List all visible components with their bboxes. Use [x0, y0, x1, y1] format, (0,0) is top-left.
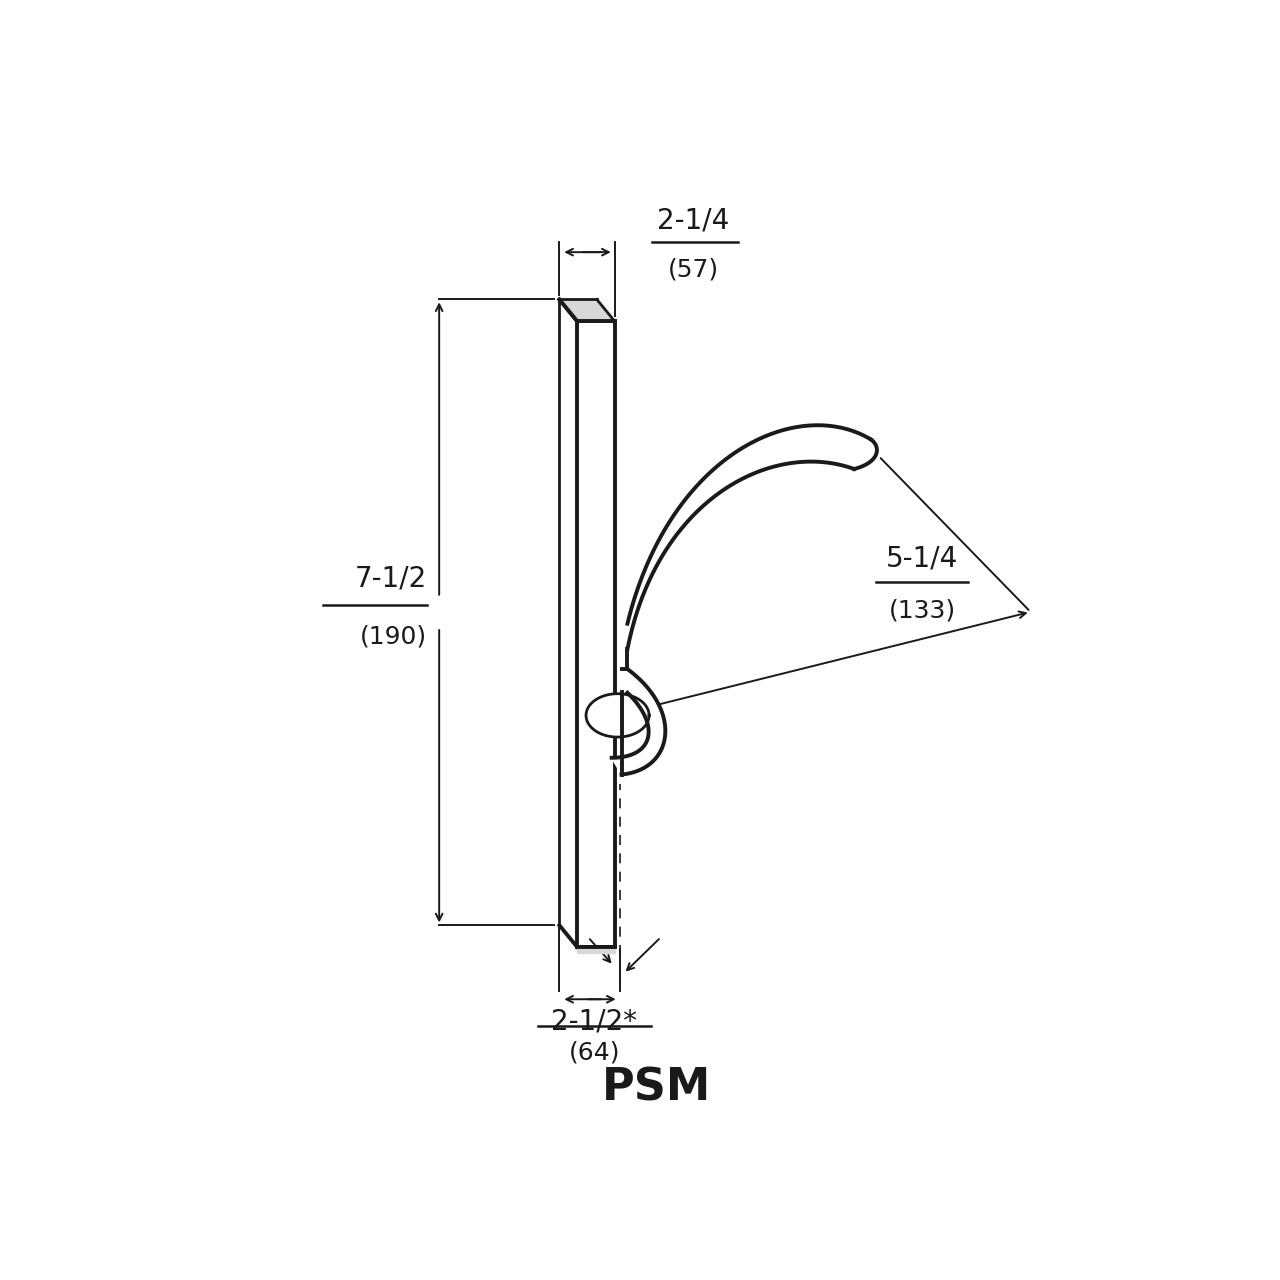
Polygon shape [586, 694, 649, 737]
Text: 2-1/2*: 2-1/2* [552, 1007, 637, 1036]
Text: PSM: PSM [602, 1066, 710, 1110]
Text: 5-1/4: 5-1/4 [886, 544, 959, 572]
Polygon shape [577, 321, 614, 947]
Text: (64): (64) [568, 1041, 620, 1065]
Text: 7-1/2: 7-1/2 [355, 564, 428, 593]
Text: (190): (190) [360, 625, 428, 648]
Polygon shape [559, 300, 614, 321]
Polygon shape [577, 947, 614, 952]
Text: 2-1/4: 2-1/4 [658, 206, 730, 234]
Text: (133): (133) [888, 598, 956, 622]
Polygon shape [627, 425, 877, 649]
Text: (57): (57) [668, 257, 719, 282]
Polygon shape [612, 669, 666, 774]
